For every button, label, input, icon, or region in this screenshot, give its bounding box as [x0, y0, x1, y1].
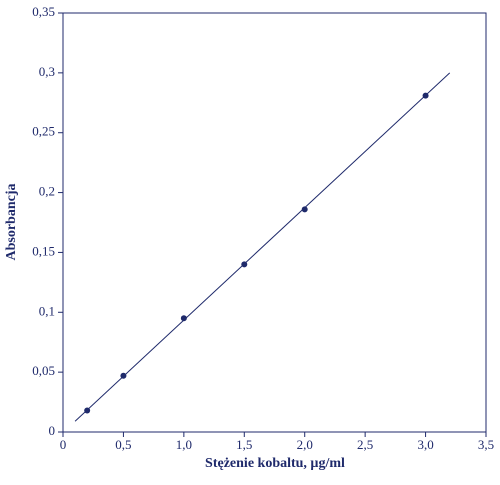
x-tick-label: 3,5	[478, 437, 494, 452]
y-tick-label: 0,3	[39, 64, 55, 79]
y-tick-label: 0,15	[32, 243, 55, 258]
y-tick-label: 0,2	[39, 184, 55, 199]
x-tick-label: 0,5	[115, 437, 131, 452]
y-axis-label: Absorbancja	[4, 183, 19, 260]
data-point	[120, 372, 127, 379]
fit-line	[74, 72, 451, 422]
x-tick-label: 3,0	[417, 437, 433, 452]
y-tick-label: 0,25	[32, 124, 55, 139]
y-tick-label: 0,35	[32, 4, 55, 19]
x-tick-label: 0	[60, 437, 67, 452]
data-point	[301, 206, 308, 213]
x-tick-label: 2,0	[297, 437, 313, 452]
data-point	[422, 92, 429, 99]
x-axis-label: Stężenie kobaltu, µg/ml	[205, 456, 345, 471]
data-point	[180, 315, 187, 322]
data-point	[241, 261, 248, 268]
plot-frame	[62, 12, 487, 433]
y-tick-label: 0	[49, 423, 56, 438]
y-tick-label: 0,1	[39, 303, 55, 318]
x-tick-label: 2,5	[357, 437, 373, 452]
data-point	[84, 407, 91, 414]
y-tick-label: 0,05	[32, 363, 55, 378]
x-tick-label: 1,5	[236, 437, 252, 452]
x-tick-label: 1,0	[176, 437, 192, 452]
